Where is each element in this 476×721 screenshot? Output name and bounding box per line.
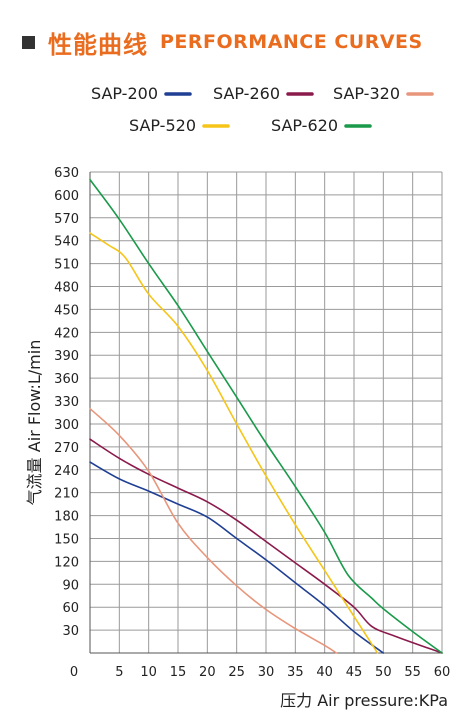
y-tick-label: 270 — [54, 441, 79, 456]
x-tick-label: 15 — [170, 665, 187, 680]
y-tick-label: 240 — [54, 464, 79, 479]
y-tick-label: 180 — [54, 510, 79, 525]
x-axis-label: 压力 Air pressure:KPa — [280, 691, 448, 710]
y-tick-label: 360 — [54, 372, 79, 387]
series-line-sap-520 — [89, 232, 379, 654]
x-tick-label: 45 — [346, 665, 363, 680]
y-tick-label: 630 — [54, 166, 79, 181]
x-tick-label: 40 — [316, 665, 333, 680]
x-tick-label: 25 — [228, 665, 245, 680]
y-tick-label: 30 — [62, 624, 79, 639]
y-tick-label: 420 — [54, 326, 79, 341]
series-line-sap-320 — [89, 407, 338, 654]
y-tick-label: 60 — [62, 601, 79, 616]
y-tick-label: 510 — [54, 258, 79, 273]
legend-label-sap-200: SAP-200 — [91, 84, 158, 103]
header: 性能曲线 PERFORMANCE CURVES — [22, 24, 423, 60]
x-tick-label: 50 — [375, 665, 392, 680]
x-tick-label: 30 — [258, 665, 275, 680]
x-tick-label: 60 — [434, 665, 451, 680]
y-tick-label: 120 — [54, 555, 79, 570]
legend-label-sap-620: SAP-620 — [271, 116, 338, 135]
y-tick-label: 90 — [62, 578, 79, 593]
y-tick-label: 540 — [54, 235, 79, 250]
legend-label-sap-320: SAP-320 — [333, 84, 400, 103]
legend-label-sap-260: SAP-260 — [213, 84, 280, 103]
y-tick-label: 300 — [54, 418, 79, 433]
x-tick-label: 20 — [199, 665, 216, 680]
header-square-icon — [22, 35, 35, 49]
y-tick-label: 450 — [54, 303, 79, 318]
x-tick-label: 0 — [70, 665, 78, 680]
title-chinese: 性能曲线 — [48, 30, 148, 59]
x-tick-label: 5 — [115, 665, 123, 680]
y-tick-label: 570 — [54, 212, 79, 227]
y-tick-label: 210 — [54, 487, 79, 502]
y-tick-label: 480 — [54, 281, 79, 296]
title-english: PERFORMANCE CURVES — [160, 31, 423, 53]
y-tick-label: 330 — [54, 395, 79, 410]
y-tick-label: 150 — [54, 532, 79, 547]
x-tick-label: 10 — [140, 665, 157, 680]
legend-label-sap-520: SAP-520 — [129, 116, 196, 135]
series-line-sap-200 — [89, 461, 385, 654]
series-line-sap-260 — [89, 438, 443, 654]
series-line-sap-620 — [89, 178, 443, 654]
y-tick-label: 390 — [54, 349, 79, 364]
y-tick-label: 600 — [54, 189, 79, 204]
x-tick-label: 55 — [404, 665, 421, 680]
x-tick-label: 35 — [287, 665, 304, 680]
y-axis-label: 气流量 Air Flow:L/min — [25, 340, 44, 506]
